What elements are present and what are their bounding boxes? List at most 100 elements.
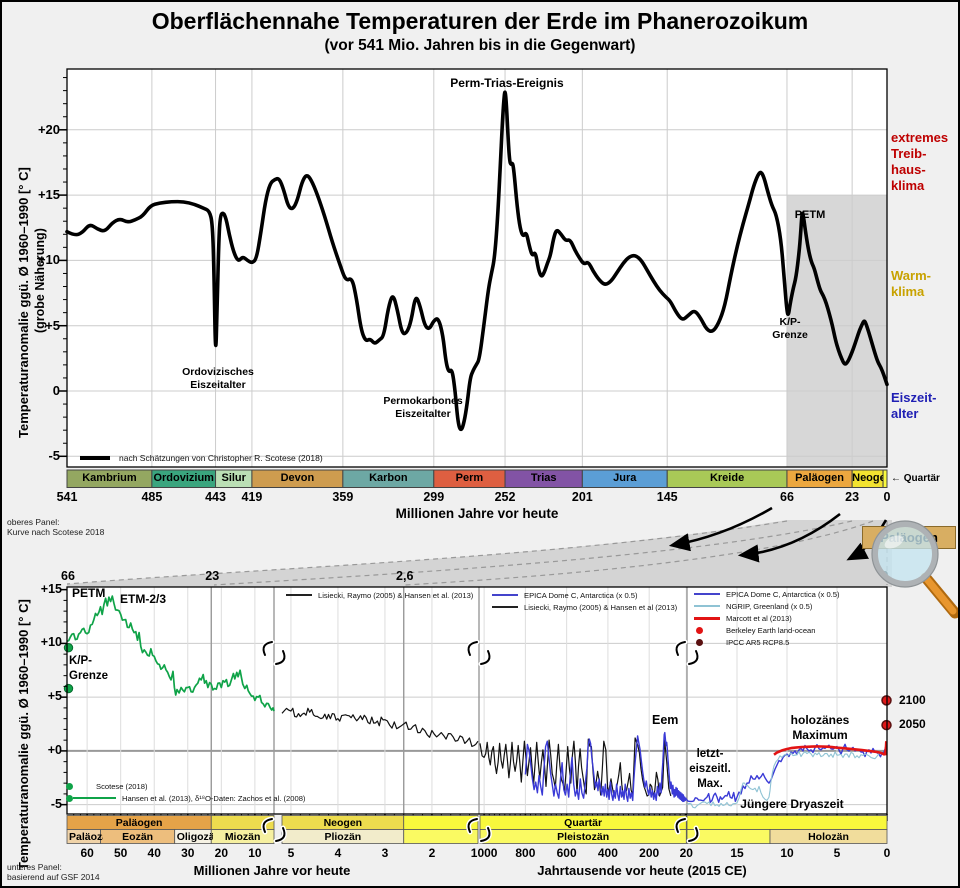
legend-label: EPICA Dome C, Antarctica (x 0.5) [726,589,840,599]
bottom-x-axis-label-ma: Millionen Jahre vor heute [193,863,351,878]
upper-panel-note: oberes Panel: Kurve nach Scotese 2018 [7,517,105,537]
climate-line: klima [891,178,925,193]
top-x-tick-541: 541 [56,490,78,504]
epoch-Paläogen: Paläogen [115,816,163,829]
bot-y-tick--5: -5 [50,796,62,811]
top-x-tick-359: 359 [332,490,354,504]
period-Kreide: Kreide [709,472,745,484]
climate-line: Eiszeit- [891,390,937,405]
projection-label-2050: 2050 [899,717,926,731]
top-x-axis-label: Millionen Jahre vor heute [395,506,559,521]
period-Paläogen: Paläogen [795,472,844,484]
epoch-Paläozän: Paläozän [69,830,103,843]
period-Karbon: Karbon [369,472,408,484]
bot-top-edge-0: 0 [881,569,889,583]
annotation-lgm: letzt- eiszeitl. Max. [689,748,731,790]
bot-x-tick-15: 15 [730,846,744,860]
climate-line: Treib- [891,146,927,161]
annotation-kp-boundary-top: K/P- Grenze [772,316,808,341]
climate-line: extremes [891,130,949,145]
bottom-y-axis-label: Temperaturanomalie ggü. Ø 1960–1990 [° C… [16,599,31,870]
bot-top-edge-23: 23 [205,569,220,583]
top-y-tick-+15: +15 [37,187,60,203]
top-x-tick-201: 201 [571,490,593,504]
annotation-permocarboniferous-iceage: Permokarbones Eiszeitalter [383,395,463,420]
top-y-tick-+5: +5 [45,317,60,333]
page-title: Oberflächennahe Temperaturen der Erde im… [151,8,809,34]
bot-x-tick-50: 50 [113,846,128,860]
legend-item: Lisiecki, Raymo (2005) & Hansen et al (2… [492,601,677,613]
legend-label: Scotese (2018) [96,781,148,791]
bot-x-tick-800: 800 [515,846,536,860]
bot-y-tick-+5: +5 [47,689,62,704]
magnifier-label-box: Paläogen [862,526,956,549]
bot-x-tick-10: 10 [248,846,262,860]
bot-x-tick-20: 20 [214,846,228,860]
quaternary-arrow-label: ← Quartär [891,473,940,484]
legend-swatch-line [694,605,720,607]
epoch-Quartär: Quartär [564,816,603,829]
legend-swatch-dot [694,638,720,646]
annotation-perm-trias: Perm-Trias-Ereignis [450,76,564,90]
annotation-kp-boundary-bottom: K/P- Grenze [69,655,108,682]
legend-swatch-dot [64,782,90,790]
period-Devon: Devon [280,472,315,484]
bot-x-tick-200: 200 [639,846,660,860]
epoch-Neogen: Neogen [323,816,363,829]
bot-x-tick-1000: 1000 [470,846,498,860]
top-x-tick-299: 299 [423,490,445,504]
top-x-tick-419: 419 [241,490,263,504]
period-Neogen: Neogen [852,472,883,484]
climate-label-0: extremes Treib-haus-klima [891,130,948,194]
legend-label: Lisiecki, Raymo (2005) & Hansen et al (2… [524,602,678,612]
legend-item: Berkeley Earth land-ocean [694,624,840,636]
legend-label: IPCC AR5 RCP8.5 [726,637,790,647]
legend-swatch-line-thick [694,616,720,620]
bot-x-tick-5: 5 [287,846,295,860]
top-legend: nach Schätzungen von Christopher R. Scot… [80,453,323,463]
annotation-petm-top: PETM [794,209,826,221]
annotation-ordovician-iceage: Ordovizisches Eiszeitalter [182,366,254,391]
annotation-eem: Eem [652,713,679,727]
legend-label: Hansen et al. (2013), δ¹⁸O-Daten: Zachos… [122,793,306,803]
bot-x-tick-3: 3 [381,846,389,860]
period-Trias: Trias [530,472,557,484]
climate-line: haus- [891,162,926,177]
climate-line: klima [891,284,925,299]
period-Jura: Jura [613,472,637,484]
epoch-Pleistozän: Pleistozän [557,830,610,843]
legend-swatch-line [492,594,518,596]
legend-item: EPICA Dome C, Antarctica (x 0.5) [694,588,840,600]
legend-item: EPICA Dome C, Antarctica (x 0.5) [492,589,677,601]
annotation-younger-dryas: Jüngere Dryaszeit [740,797,844,811]
legend-label: Marcott et al (2013) [726,613,792,623]
magnifier-label: Paläogen [880,530,938,545]
bot-x-tick-2: 2 [428,846,436,860]
legend-label: NGRIP, Greenland (x 0.5) [726,601,813,611]
top-legend-line-swatch [80,456,110,460]
epoch-Eozän: Eozän [122,830,154,843]
bot-x-tick-600: 600 [556,846,577,860]
lower-panel-note: unteres Panel: basierend auf GSF 2014 [7,862,100,882]
bot-y-tick-+0: +0 [47,742,62,757]
annotation-etm23: ETM-2/3 [120,592,167,606]
top-x-tick-23: 23 [845,490,860,504]
top-y-tick-+10: +10 [37,252,60,268]
legend-item: Marcott et al (2013) [694,612,840,624]
legend-label: Berkeley Earth land-ocean [726,625,816,635]
period-Silur: Silur [221,472,246,484]
epoch-Pliozän: Pliozän [324,830,362,843]
top-x-tick-252: 252 [494,490,516,504]
legend-epica-lisiecki: EPICA Dome C, Antarctica (x 0.5) Lisiecki… [492,589,677,613]
bot-x-tick-4: 4 [334,846,342,860]
top-x-tick-145: 145 [656,490,678,504]
epoch-Holozän: Holozän [808,830,849,843]
top-x-tick-485: 485 [141,490,163,504]
climate-label-2: Eiszeit-alter [891,390,937,422]
legend-swatch-dot [694,626,720,634]
bot-x-tick-5: 5 [833,846,841,860]
page-subtitle: (vor 541 Mio. Jahren bis in die Gegenwar… [324,37,636,54]
annotation-holocene-maximum: holozänes Maximum [790,713,850,742]
legend-lisiecki: Lisiecki, Raymo (2005) & Hansen et al. (… [286,589,473,601]
